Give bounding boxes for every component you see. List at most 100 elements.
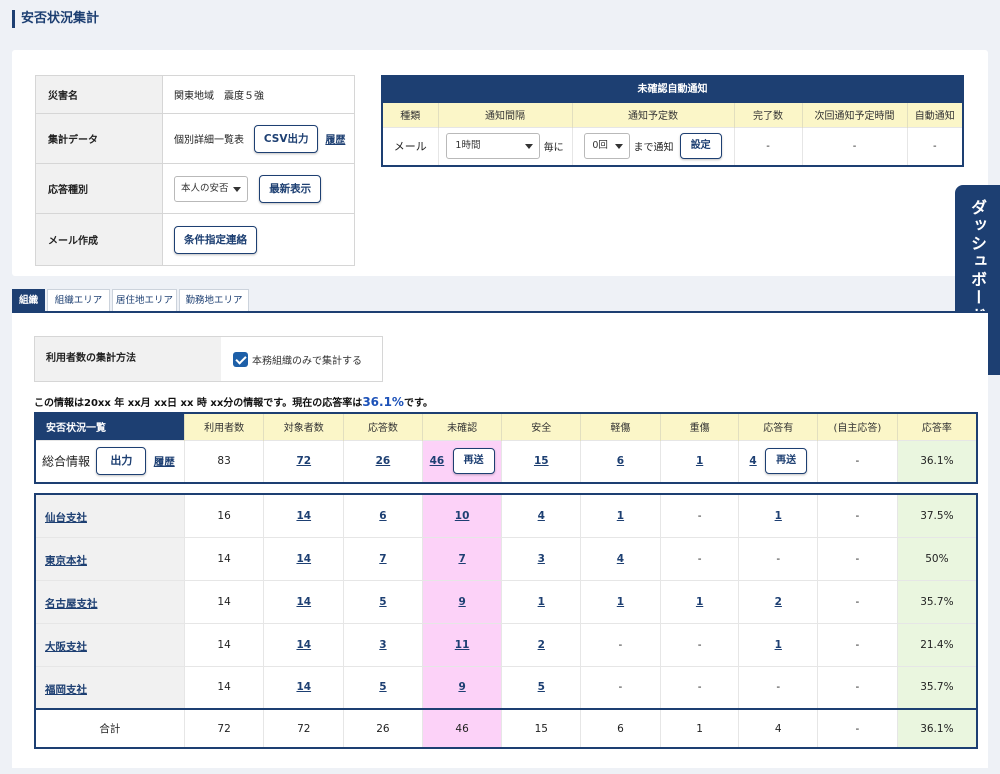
safe-link[interactable]: 5 [537,681,545,694]
minor-link[interactable]: 1 [616,595,625,608]
unconfirmed-link[interactable]: 10 [454,509,470,522]
tab-organization[interactable]: 組織 [12,289,45,312]
serious-cell: - [659,622,739,666]
minor-link[interactable]: 4 [616,552,625,565]
unconfirmed-link[interactable]: 7 [458,552,466,565]
rate-cell: 36.1% [896,708,977,748]
auto-notify-panel: 未確認自動通知 種類 通知間隔 通知予定数 完了数 次回通知予定時間 自動通知 … [381,75,964,167]
count-suffix: まで通知 [633,142,674,154]
overall-minor-link[interactable]: 6 [616,455,625,468]
overall-output-button[interactable]: 出力 [96,447,147,476]
responses-cell: 3 [343,622,423,666]
responses-link[interactable]: 5 [379,681,387,694]
refresh-button[interactable]: 最新表示 [259,174,322,203]
responses-link[interactable]: 3 [379,638,387,651]
response-type-select[interactable]: 本人の安否 [174,175,248,202]
primary-org-checkbox[interactable] [233,351,248,367]
table-row: 福岡支社 14 14 5 9 5- - - -35.7% [35,665,977,709]
minor-cell: - [580,622,661,666]
targets-cell: 72 [263,708,344,748]
unconfirmed-link[interactable]: 9 [458,681,466,694]
responses-link[interactable]: 7 [379,552,387,565]
page-title: 安否状況集計 [12,10,99,28]
notify-type: メール [383,126,439,165]
targets-link[interactable]: 14 [296,595,312,608]
safe-link[interactable]: 2 [537,638,545,651]
unconfirmed-link[interactable]: 9 [458,595,466,608]
branch-name-link[interactable]: 仙台支社 [45,512,87,525]
interval-select[interactable]: 1時間 [446,133,541,160]
targets-link[interactable]: 14 [296,681,312,694]
targets-cell: 14 [263,665,344,709]
disaster-value: 関東地域 震度５強 [162,75,355,114]
targets-cell: 14 [263,579,344,623]
tab-organization-area[interactable]: 組織エリア [47,289,110,312]
unconfirmed-resend-button[interactable]: 再送 [452,448,495,475]
overall-history-link[interactable]: 履歴 [153,455,175,468]
targets-link[interactable]: 14 [296,638,312,651]
disaster-label: 災害名 [35,75,163,114]
minor-link[interactable]: 1 [616,509,625,522]
replied-link[interactable]: 1 [774,509,782,522]
minor-cell: 1 [580,579,661,623]
overall-replied-link[interactable]: 4 [749,455,757,468]
overall-label: 総合情報 [42,454,91,469]
overall-targets-link[interactable]: 72 [296,455,312,468]
responses-link[interactable]: 5 [379,595,387,608]
targets-link[interactable]: 14 [296,509,312,522]
serious-cell: 1 [659,708,739,748]
safe-link[interactable]: 4 [537,509,545,522]
dashboard-tab-label: ダッシュボード [968,199,987,325]
replied-resend-button[interactable]: 再送 [765,448,808,475]
overall-unconfirmed-link[interactable]: 46 [429,455,445,468]
responses-link[interactable]: 6 [379,509,387,522]
unconfirmed-cell: 46 [421,708,502,748]
csv-output-button[interactable]: CSV出力 [254,124,319,153]
col-header-targets: 対象者数 [263,413,344,440]
safe-cell: 15 [501,708,581,748]
safe-link[interactable]: 1 [537,595,545,608]
set-button[interactable]: 設定 [679,133,722,160]
overall-serious-link[interactable]: 1 [695,455,704,468]
replied-link[interactable]: 1 [774,638,782,651]
notify-header: 自動通知 [907,103,962,127]
self-cell: - [817,493,898,537]
targets-cell: 14 [263,493,344,537]
tab-work-area[interactable]: 勤務地エリア [179,289,249,312]
replied-cell: 2 [738,579,818,623]
data-label: 集計データ [35,113,163,164]
branch-name-link[interactable]: 東京本社 [45,555,87,567]
unconfirmed-cell: 11 [421,622,502,666]
unconfirmed-link[interactable]: 11 [454,638,470,651]
responses-cell: 5 [343,579,423,623]
rate-cell: 50% [896,536,977,580]
chevron-down-icon [233,186,241,192]
serious-cell: - [659,493,739,537]
replied-link[interactable]: 2 [774,595,782,608]
count-select[interactable]: 0回 [584,133,631,160]
targets-link[interactable]: 14 [296,552,312,565]
overall-rate: 36.1% [896,439,977,483]
notify-done: - [734,126,803,165]
tab-residence-area[interactable]: 居住地エリア [112,289,177,312]
auto-notify-title: 未確認自動通知 [383,77,962,103]
self-cell: - [817,622,898,666]
response-type-label: 応答種別 [35,163,163,214]
safe-link[interactable]: 3 [537,552,545,565]
minor-cell: 1 [580,493,661,537]
safe-cell: 4 [501,493,581,537]
condition-contact-button[interactable]: 条件指定連絡 [174,225,257,254]
branch-name-link[interactable]: 福岡支社 [45,683,87,696]
overall-responses-link[interactable]: 26 [375,455,391,468]
serious-cell: 1 [659,579,739,623]
serious-link[interactable]: 1 [695,595,704,608]
branch-name-link[interactable]: 名古屋支社 [45,598,98,610]
rate-cell: 21.4% [896,622,977,666]
overall-safe-link[interactable]: 15 [533,455,549,468]
csv-history-link[interactable]: 履歴 [325,135,346,146]
col-header-responses: 応答数 [343,413,423,440]
branch-name-link[interactable]: 大阪支社 [45,641,87,653]
safe-cell: 2 [501,622,581,666]
summary-title: 安否状況一覧 [35,413,185,440]
notify-header: 種類 [383,103,439,127]
